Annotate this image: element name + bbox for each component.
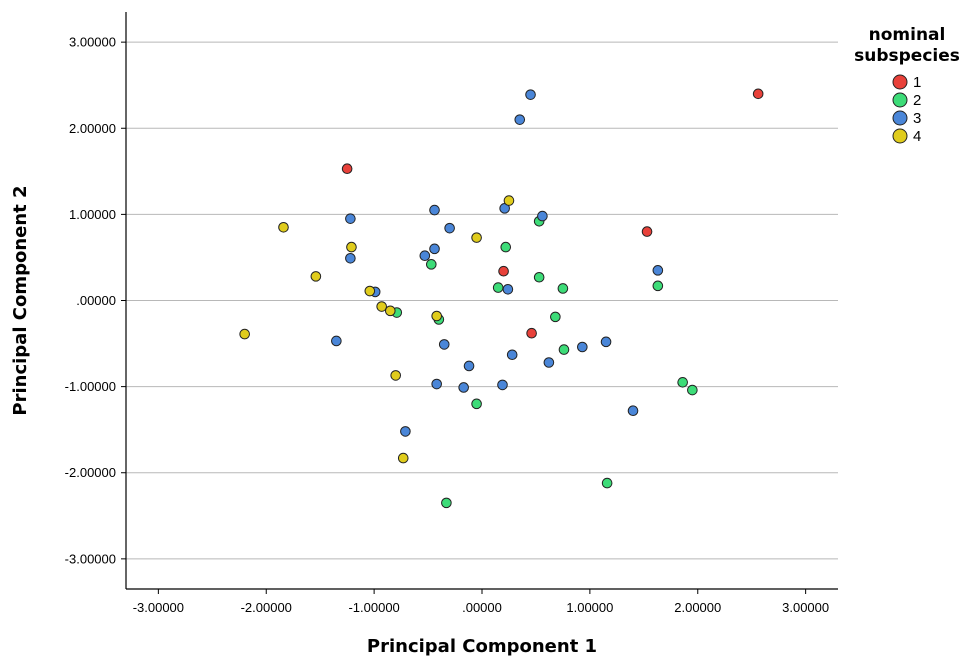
data-point-series-2	[492, 282, 504, 293]
data-point-series-3	[497, 379, 508, 391]
y-tick-label: -3.00000	[65, 551, 116, 566]
data-point-series-3	[345, 213, 356, 224]
data-point-series-3	[652, 265, 664, 276]
data-point-series-4	[390, 370, 401, 381]
x-tick-label: -3.00000	[133, 600, 184, 615]
data-point-series-4	[346, 241, 357, 253]
data-points	[239, 88, 764, 509]
data-point-series-3	[419, 250, 431, 262]
data-point-series-4	[278, 221, 289, 233]
data-point-series-3	[543, 357, 555, 368]
data-point-series-2	[557, 283, 569, 294]
data-point-series-3	[438, 339, 450, 350]
y-tick-label: .00000	[76, 293, 116, 308]
data-point-series-4	[310, 271, 322, 282]
legend-title-line-2: subspecies	[854, 46, 960, 66]
data-point-series-4	[376, 301, 387, 312]
data-point-series-3	[506, 349, 518, 361]
data-point-series-1	[752, 88, 764, 100]
x-tick-label: 2.00000	[674, 600, 721, 615]
data-point-series-3	[444, 222, 455, 234]
data-point-series-4	[471, 232, 482, 243]
data-point-series-2	[601, 477, 613, 489]
y-tick-label: -2.00000	[65, 465, 116, 480]
data-point-series-4	[431, 310, 442, 322]
legend-label-2: 2	[913, 92, 921, 109]
data-point-series-2	[687, 384, 698, 396]
x-tick-label: 3.00000	[782, 600, 829, 615]
data-point-series-1	[526, 327, 537, 339]
data-point-series-3	[525, 89, 536, 100]
data-point-series-3	[600, 336, 612, 348]
x-tick-label: .00000	[462, 600, 502, 615]
legend-marker-2	[892, 92, 908, 108]
legend-marker-4	[892, 128, 908, 144]
data-point-series-4	[503, 195, 515, 206]
legend-marker-1	[892, 74, 908, 90]
y-tick-label: 1.00000	[69, 207, 116, 222]
y-tick-label: 3.00000	[69, 35, 116, 50]
data-point-series-3	[431, 378, 442, 390]
data-point-series-1	[341, 163, 353, 175]
data-point-series-3	[331, 335, 342, 347]
data-point-series-2	[425, 259, 437, 270]
data-point-series-3	[463, 360, 475, 372]
x-tick-label: 1.00000	[566, 600, 613, 615]
legend-label-4: 4	[913, 128, 921, 145]
legend-title-line-1: nominal	[869, 25, 946, 45]
x-axis-ticks: -3.00000 -2.00000 -1.00000 .00000 1.00000 2.0…	[133, 589, 829, 615]
data-point-series-3	[514, 114, 526, 125]
data-point-series-3	[627, 405, 639, 417]
data-point-series-2	[652, 280, 664, 292]
data-point-series-2	[558, 344, 570, 355]
data-point-series-3	[502, 284, 514, 295]
data-point-series-2	[441, 497, 452, 509]
y-tick-label: -1.00000	[65, 379, 116, 394]
data-point-series-1	[498, 265, 509, 277]
data-point-series-2	[500, 241, 512, 253]
data-point-series-4	[385, 305, 396, 317]
data-point-series-4	[239, 328, 250, 340]
y-axis-title: Principal Component 2	[10, 185, 31, 415]
data-point-series-3	[537, 210, 548, 222]
x-tick-label: -1.00000	[348, 600, 399, 615]
data-point-series-2	[533, 271, 545, 283]
x-axis-title: Principal Component 1	[367, 636, 597, 657]
y-tick-label: 2.00000	[69, 121, 116, 136]
data-point-series-3	[458, 382, 469, 393]
data-point-series-4	[364, 285, 376, 297]
gridlines	[126, 41, 838, 560]
data-point-series-3	[345, 253, 356, 264]
data-point-series-4	[397, 452, 409, 464]
x-tick-label: -2.00000	[241, 600, 292, 615]
y-axis-ticks: -3.00000 -2.00000 -1.00000 .00000 1.00000 2.0…	[65, 35, 126, 566]
data-point-series-3	[429, 204, 440, 216]
data-point-series-2	[677, 377, 688, 388]
data-point-series-2	[550, 311, 561, 323]
data-point-series-3	[577, 341, 588, 353]
legend-marker-3	[892, 110, 908, 126]
data-point-series-1	[641, 226, 653, 237]
legend-label-1: 1	[913, 74, 921, 91]
data-point-series-3	[429, 243, 440, 255]
data-point-series-3	[400, 426, 411, 437]
data-point-series-2	[471, 398, 482, 410]
legend-label-3: 3	[913, 110, 921, 127]
